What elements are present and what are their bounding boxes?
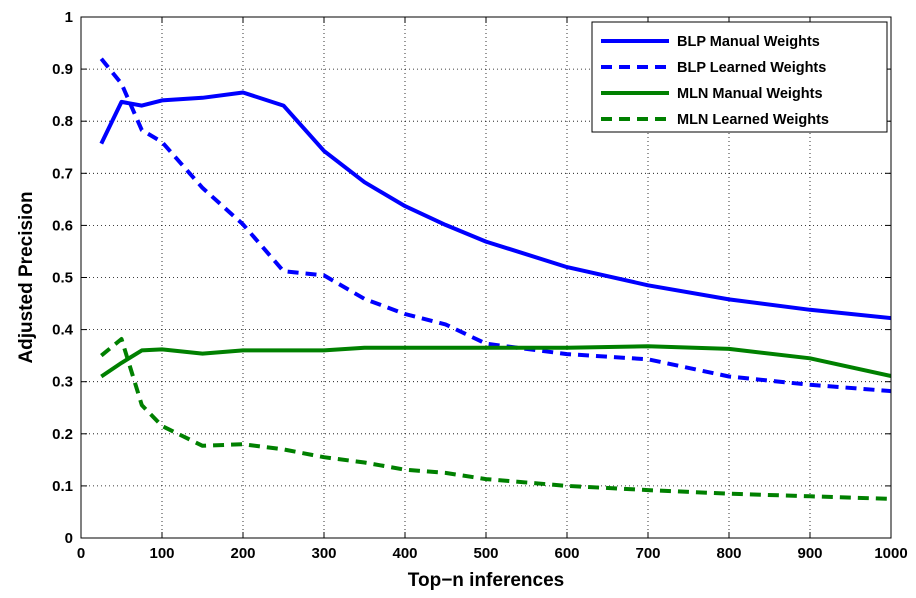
x-tick-label: 600 <box>554 545 579 562</box>
x-axis-title: Top−n inferences <box>408 570 564 591</box>
x-tick-label: 500 <box>473 545 498 562</box>
series-line <box>99 57 892 394</box>
legend-label: MLN Manual Weights <box>677 86 823 102</box>
y-tick-label: 0.6 <box>52 217 73 234</box>
x-tick-label: 700 <box>635 545 660 562</box>
series-line <box>100 337 892 501</box>
series-lines <box>99 57 892 501</box>
legend: BLP Manual Weights BLP Learned Weights MLN… <box>591 21 888 133</box>
x-tick-label: 0 <box>77 545 85 562</box>
legend-label: BLP Learned Weights <box>677 60 826 76</box>
y-tick-label: 0.4 <box>52 322 74 339</box>
y-tick-labels: 0 0.1 0.2 0.3 0.4 0.5 0.6 0.7 0.8 0.9 1 <box>52 9 74 547</box>
legend-label: BLP Manual Weights <box>677 34 820 50</box>
legend-label: MLN Learned Weights <box>677 112 829 128</box>
y-tick-label: 0.7 <box>52 165 73 182</box>
x-tick-label: 800 <box>716 545 741 562</box>
series-line <box>99 90 892 321</box>
x-tick-label: 300 <box>311 545 336 562</box>
y-tick-label: 0.2 <box>52 426 73 443</box>
y-tick-label: 0.3 <box>52 374 73 391</box>
x-tick-label: 900 <box>797 545 822 562</box>
x-tick-label: 100 <box>149 545 174 562</box>
y-axis-title: Adjusted Precision <box>16 191 37 363</box>
x-tick-label: 1000 <box>874 545 907 562</box>
y-tick-label: 0.5 <box>52 270 73 287</box>
x-tick-label: 400 <box>392 545 417 562</box>
y-tick-label: 0.8 <box>52 113 73 130</box>
series-line <box>100 344 892 379</box>
y-tick-label: 0.1 <box>52 478 73 495</box>
y-tick-label: 0.9 <box>52 61 73 78</box>
ticks <box>80 16 892 539</box>
x-tick-label: 200 <box>230 545 255 562</box>
x-tick-labels: 0 100 200 300 400 500 600 700 800 900 1000 <box>77 545 908 562</box>
y-tick-label: 1 <box>65 9 73 26</box>
y-tick-label: 0 <box>65 530 73 547</box>
grid <box>81 17 891 538</box>
